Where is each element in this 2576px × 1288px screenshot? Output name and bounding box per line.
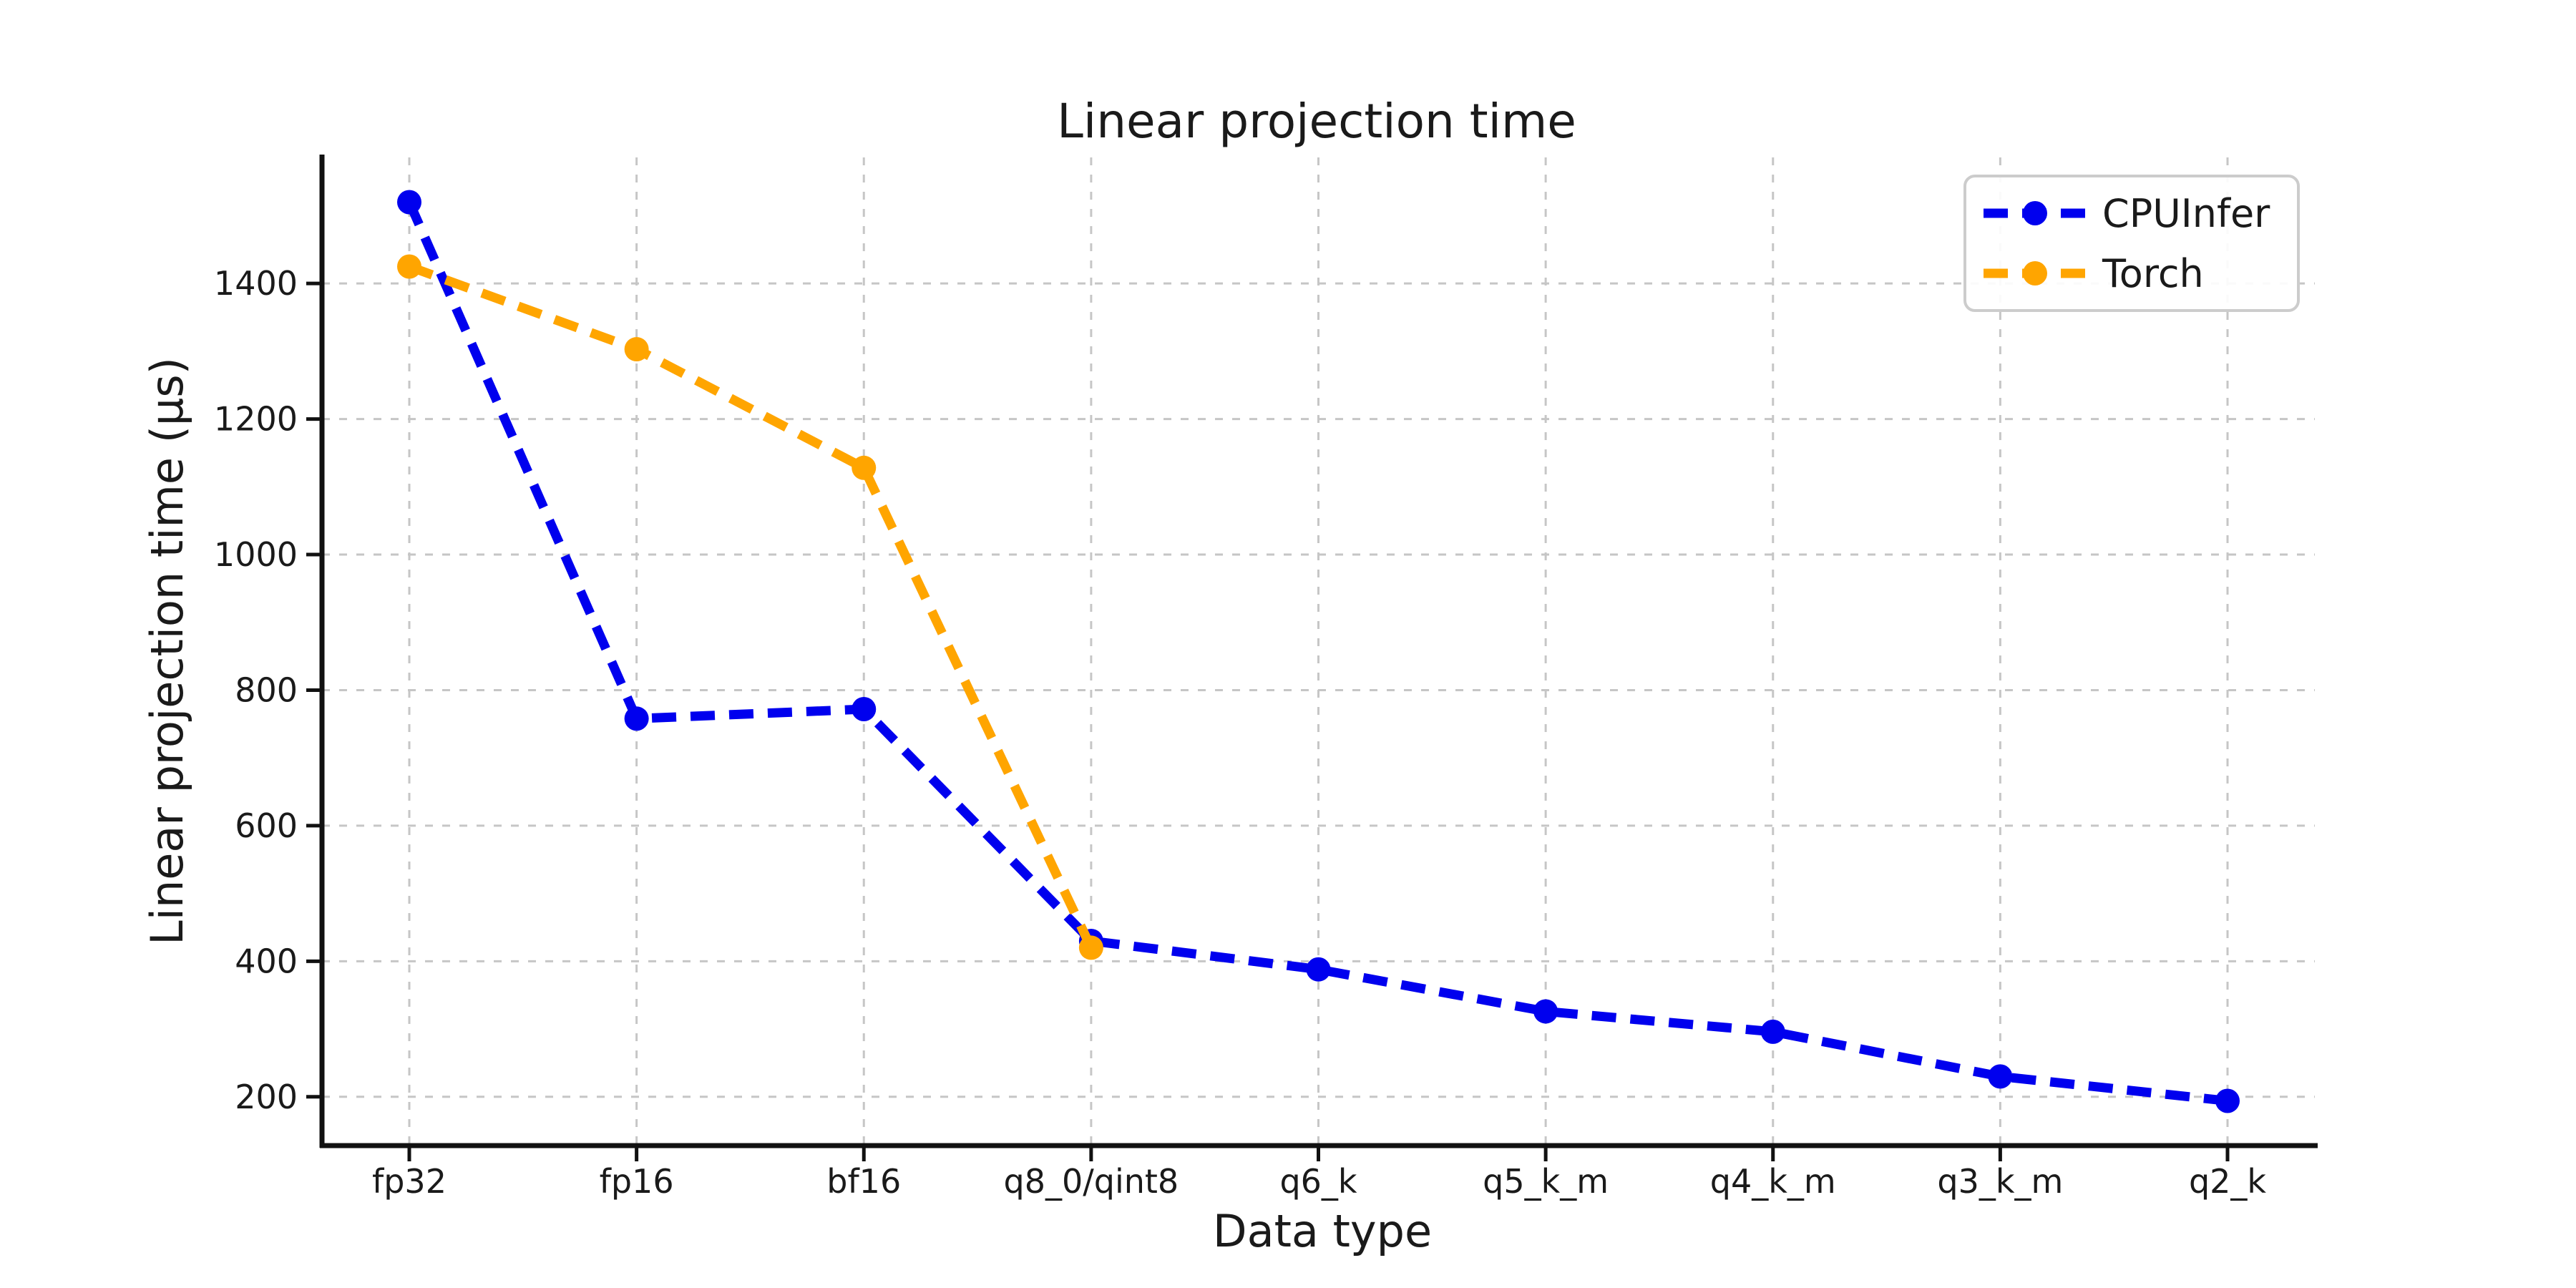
y-tick-label: 1000 <box>214 535 298 574</box>
x-tick-label: q5_k_m <box>1483 1162 1609 1201</box>
axes-layer: 200 400 600 800 1000 1200 1400 fp32 fp16 bf16 q8_0… <box>214 155 2318 1201</box>
y-axis-label: Linear projection time (µs) <box>141 357 193 945</box>
legend-label-cpuinfer: CPUInfer <box>2102 191 2270 236</box>
x-axis-label: Data type <box>1213 1205 1432 1257</box>
x-tick-label: q6_k <box>1279 1162 1357 1201</box>
x-tick-label: bf16 <box>826 1162 901 1201</box>
legend-sample-marker-cpuinfer <box>2023 201 2047 225</box>
series-marker-cpuinfer <box>624 706 649 731</box>
legend-sample-marker-torch <box>2023 261 2047 286</box>
x-tick-label: fp16 <box>600 1162 674 1201</box>
y-tick-label: 800 <box>235 670 298 709</box>
legend: CPUInfer Torch <box>1963 175 2300 312</box>
series-marker-cpuinfer <box>1533 999 1558 1024</box>
x-tick-label: q4_k_m <box>1710 1162 1836 1201</box>
y-tick-label: 600 <box>235 806 298 845</box>
series-line-torch <box>407 262 1096 950</box>
chart-title: Linear projection time <box>1057 94 1576 149</box>
series-marker-torch <box>852 455 877 480</box>
series-marker-torch <box>624 337 649 362</box>
series-marker-cpuinfer <box>852 697 877 722</box>
x-tick-label: fp32 <box>372 1162 447 1201</box>
x-tick-label: q3_k_m <box>1937 1162 2063 1201</box>
x-tick-label: q2_k <box>2189 1162 2266 1201</box>
series-marker-cpuinfer <box>2215 1088 2240 1113</box>
series-marker-cpuinfer <box>1306 957 1331 982</box>
y-tick-label: 1200 <box>214 400 298 439</box>
x-tick-label: q8_0/qint8 <box>1004 1162 1179 1201</box>
series-layer <box>397 190 2240 1113</box>
y-tick-label: 200 <box>235 1078 298 1116</box>
legend-box <box>1963 175 2300 312</box>
series-marker-cpuinfer <box>397 190 421 215</box>
y-tick-label: 1400 <box>214 264 298 303</box>
series-marker-torch <box>397 254 421 279</box>
series-marker-torch <box>1078 935 1103 960</box>
series-line-cpuinfer <box>405 200 2228 1106</box>
series-marker-cpuinfer <box>1988 1064 2013 1089</box>
series-marker-cpuinfer <box>1760 1019 1785 1044</box>
y-tick-label: 400 <box>235 942 298 980</box>
legend-label-torch: Torch <box>2102 251 2204 296</box>
